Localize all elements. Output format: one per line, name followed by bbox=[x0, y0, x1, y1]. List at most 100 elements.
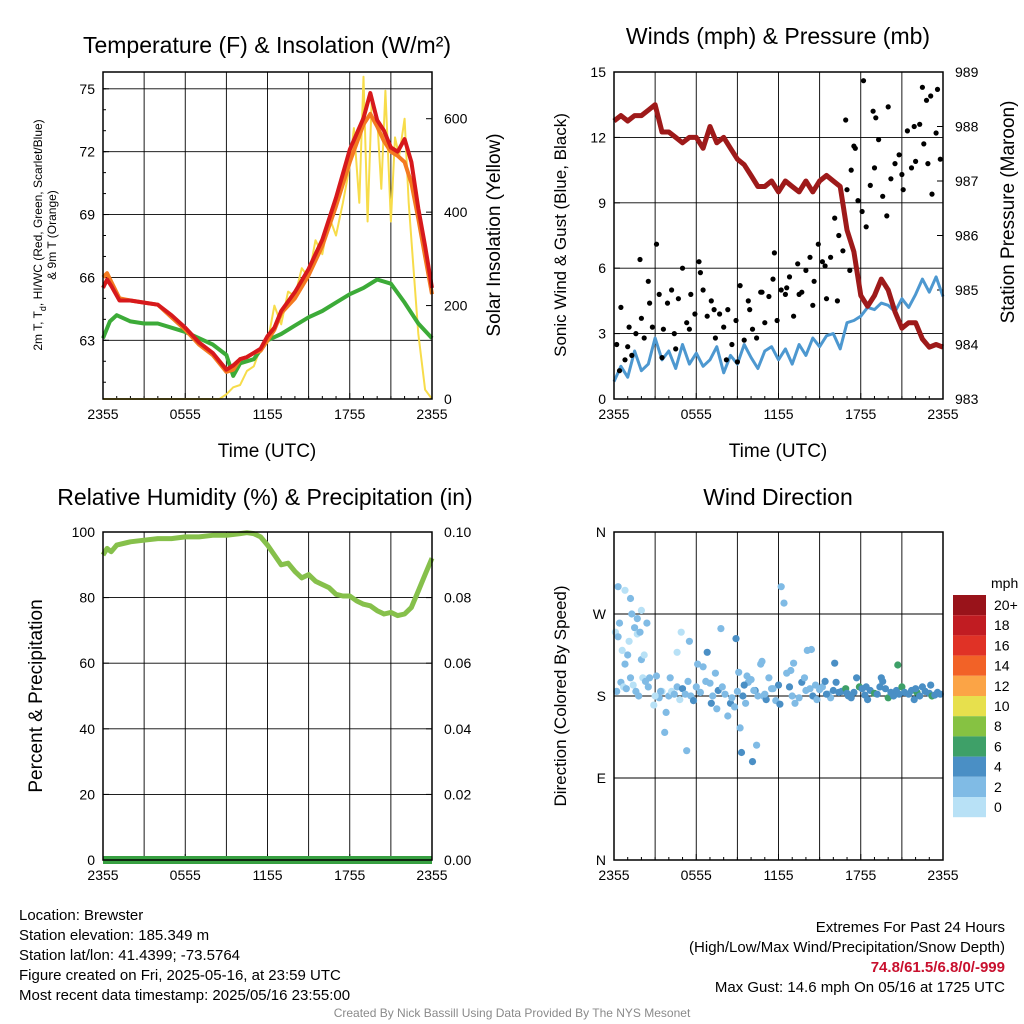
wind-direction-point bbox=[916, 692, 924, 700]
winds-y2tick-label: 989 bbox=[955, 64, 979, 80]
winds-y2tick-label: 985 bbox=[955, 282, 979, 298]
wind-direction-point bbox=[739, 692, 747, 700]
wind-direction-point bbox=[831, 659, 839, 667]
wind-direction-point bbox=[703, 648, 711, 656]
wind-direction-point bbox=[657, 687, 665, 696]
gust-point bbox=[852, 145, 858, 151]
gust-point bbox=[625, 344, 631, 350]
wind-direction-point bbox=[728, 694, 736, 702]
wind-direction-point bbox=[800, 674, 809, 682]
gust-point bbox=[880, 193, 886, 199]
wind-direction-point bbox=[894, 661, 902, 669]
wind-direction-point bbox=[881, 685, 890, 693]
gust-point bbox=[843, 117, 849, 123]
gust-point bbox=[803, 267, 809, 273]
winds-y2tick-label: 984 bbox=[955, 337, 979, 353]
wind-direction-point bbox=[873, 690, 881, 698]
gust-point bbox=[840, 248, 846, 254]
gust-point bbox=[844, 187, 850, 193]
temp-title: Temperature (F) & Insolation (W/m²) bbox=[83, 32, 451, 58]
winddir-xtick-label: 1155 bbox=[763, 867, 793, 883]
wind-direction-point bbox=[742, 699, 750, 707]
temp-ytick-label: 69 bbox=[79, 207, 95, 223]
extremes-subtitle: (High/Low/Max Wind/Precipitation/Snow De… bbox=[689, 939, 1005, 956]
wind-direction-point bbox=[633, 615, 641, 623]
gust-point bbox=[815, 241, 821, 247]
wind-direction-point bbox=[696, 688, 705, 697]
legend-label: 2 bbox=[994, 779, 1002, 795]
gust-point bbox=[911, 123, 917, 130]
wind-direction-point bbox=[684, 677, 692, 686]
legend-title: mph bbox=[991, 575, 1018, 591]
temp-ylabel-line1: 2m T, Td, HI/WC (Red, Green, Scarlet/Blu… bbox=[31, 119, 48, 350]
gust-point bbox=[759, 289, 765, 295]
gust-point bbox=[729, 341, 735, 348]
temp-y2tick-label: 200 bbox=[444, 298, 468, 314]
gust-point bbox=[725, 307, 731, 313]
gust-point bbox=[723, 357, 730, 363]
wind-direction-point bbox=[646, 674, 654, 682]
wind-direction-point bbox=[807, 645, 816, 654]
gust-point bbox=[900, 187, 906, 193]
wind-direction-point bbox=[813, 696, 821, 704]
wind-direction-point bbox=[643, 619, 651, 627]
wind-direction-point bbox=[636, 628, 644, 636]
wind-direction-point bbox=[818, 683, 827, 691]
wind-direction-point bbox=[802, 686, 810, 695]
gust-point bbox=[836, 232, 842, 239]
temp-xtick-label: 2355 bbox=[87, 406, 118, 422]
gust-point bbox=[859, 208, 865, 215]
station-info: Location: Brewster Station elevation: 18… bbox=[19, 906, 350, 1006]
gust-point bbox=[919, 84, 926, 90]
winds-ytick-label: 3 bbox=[598, 326, 606, 342]
gust-point bbox=[696, 259, 702, 265]
gust-point bbox=[870, 108, 876, 114]
legend-swatch bbox=[953, 716, 986, 737]
wind-direction-point bbox=[898, 683, 906, 691]
temp-frame bbox=[102, 71, 433, 400]
wind-direction-point bbox=[733, 687, 742, 696]
legend-label: 0 bbox=[994, 799, 1002, 815]
wind-direction-point bbox=[635, 692, 643, 700]
gust-point bbox=[810, 302, 816, 308]
gust-point bbox=[647, 300, 653, 306]
gust-point bbox=[618, 304, 624, 310]
rh-y2tick-label: 0.00 bbox=[444, 852, 471, 868]
gust-point bbox=[828, 254, 834, 260]
wind-direction-point bbox=[890, 692, 898, 700]
wind-direction-point bbox=[790, 659, 798, 667]
wind-direction-point bbox=[614, 583, 622, 591]
wind-direction-point bbox=[625, 637, 633, 645]
wind-direction-point bbox=[750, 686, 758, 695]
gust-point bbox=[659, 355, 665, 361]
rh-y2tick-label: 0.02 bbox=[444, 786, 471, 802]
legend-swatch bbox=[953, 776, 986, 797]
wind-direction-point bbox=[615, 619, 624, 627]
rh-y2tick-label: 0.08 bbox=[444, 590, 471, 606]
wind-direction-point bbox=[685, 637, 694, 645]
gust-point bbox=[754, 335, 760, 341]
wind-direction-point bbox=[876, 683, 884, 691]
legend-swatch bbox=[953, 797, 986, 818]
rh-y2tick-label: 0.10 bbox=[444, 524, 471, 540]
winds-ytick-label: 9 bbox=[598, 195, 606, 211]
credit-text: Created By Nick Bassill Using Data Provi… bbox=[333, 1006, 691, 1020]
gust-point bbox=[832, 215, 838, 221]
wind-direction-point bbox=[862, 683, 870, 691]
gust-point bbox=[786, 274, 793, 280]
gust-point bbox=[700, 287, 706, 293]
wind-direction-point bbox=[622, 685, 630, 693]
gust-point bbox=[708, 298, 714, 304]
gust-point bbox=[704, 313, 710, 319]
winddir-xtick-label: 1755 bbox=[845, 867, 876, 883]
extremes-values: 74.8/61.5/6.8/0/-999 bbox=[870, 959, 1005, 976]
rh-xtick-label: 1155 bbox=[252, 867, 282, 883]
gust-point bbox=[834, 298, 841, 304]
gust-point bbox=[737, 283, 743, 289]
gust-point bbox=[633, 331, 639, 337]
wind-direction-point bbox=[614, 633, 622, 641]
legend-label: 4 bbox=[994, 759, 1002, 775]
wind-direction-point bbox=[847, 694, 855, 702]
gust-point bbox=[762, 320, 768, 326]
gust-point bbox=[638, 315, 645, 321]
